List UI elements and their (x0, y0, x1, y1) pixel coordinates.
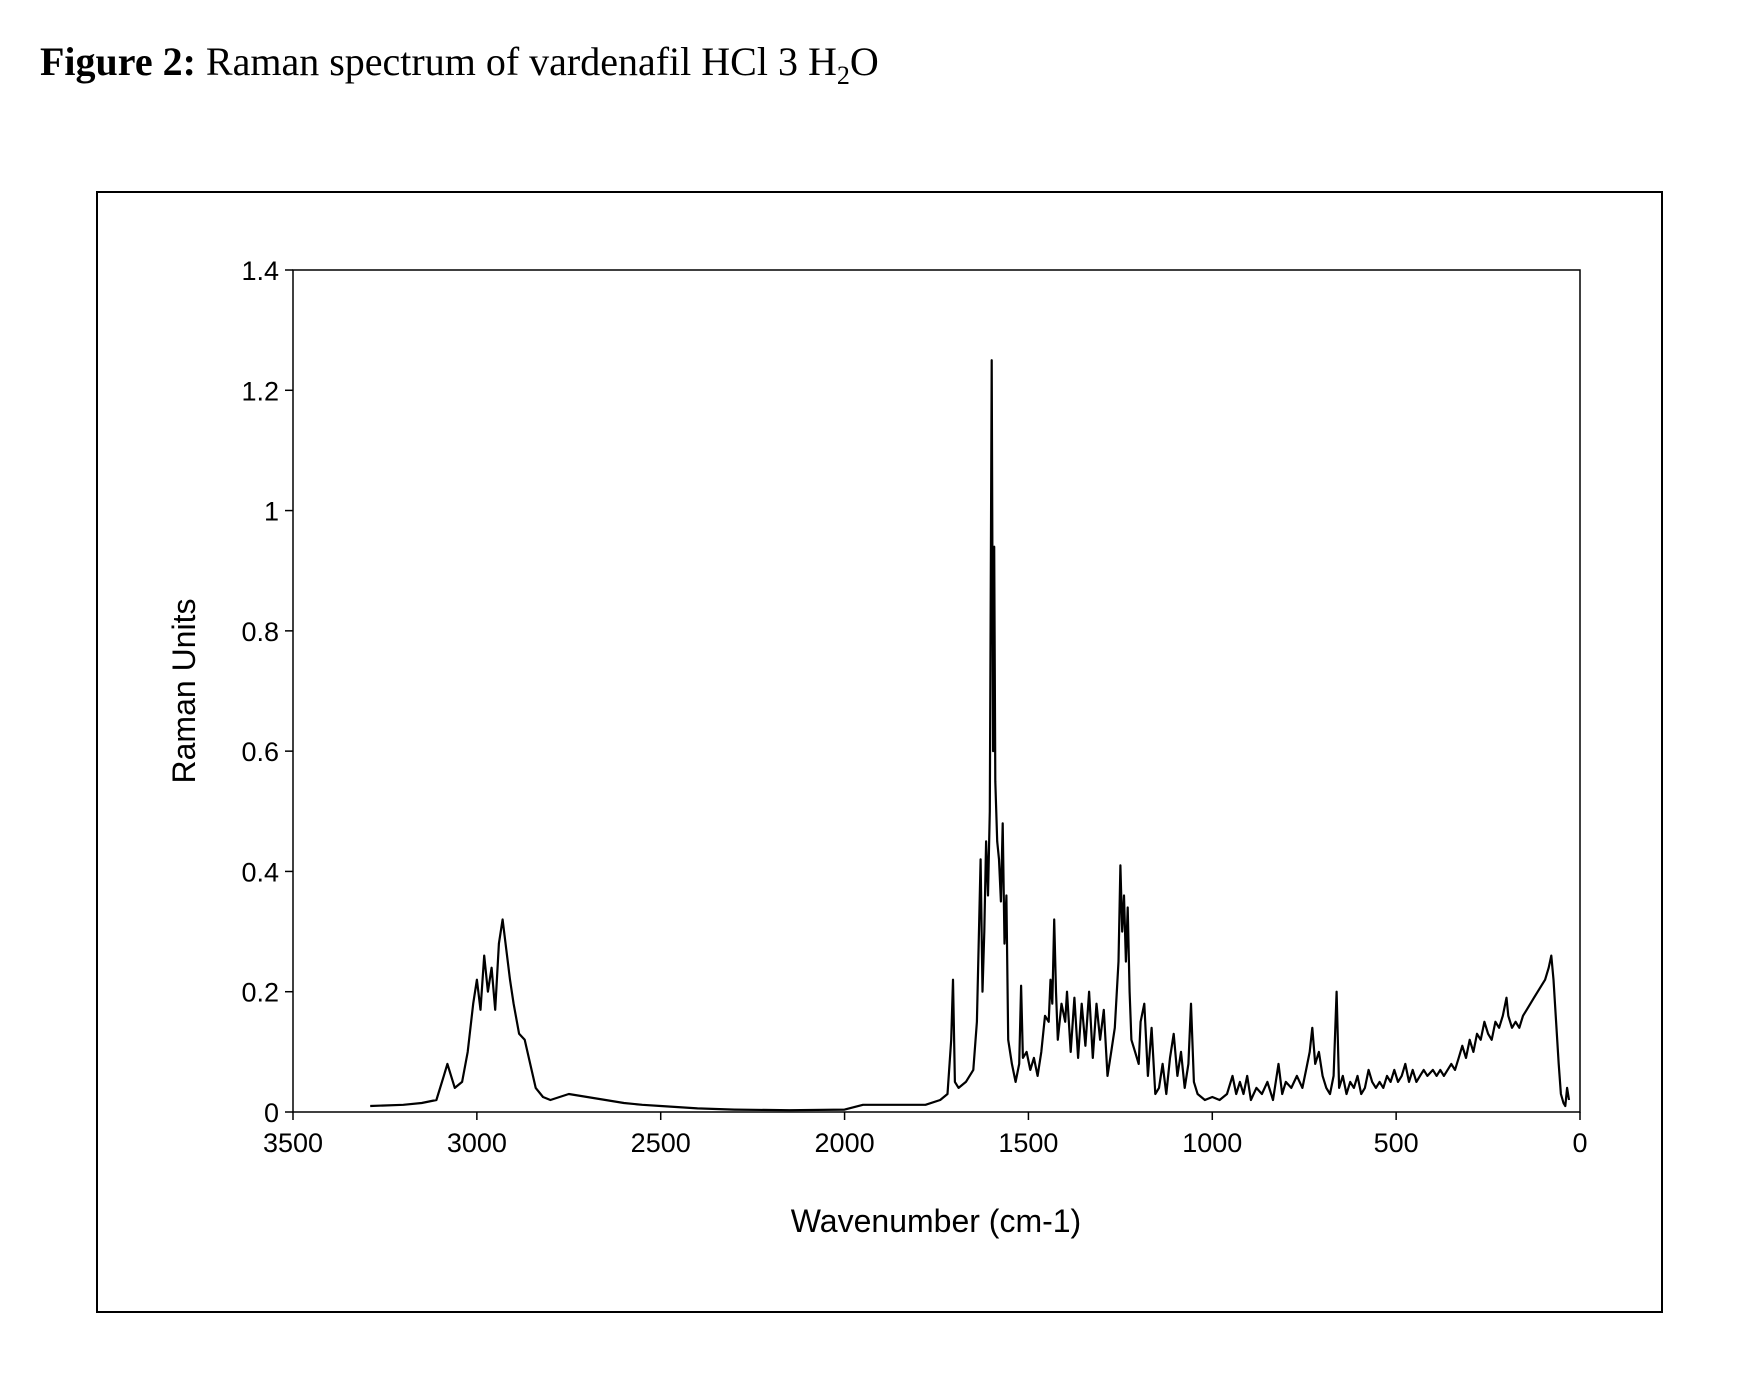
figure-title-end: O (849, 39, 879, 84)
x-tick-label: 2000 (815, 1128, 875, 1158)
x-tick-label: 0 (1572, 1128, 1587, 1158)
y-tick-label: 0.4 (241, 857, 279, 887)
plot-area (292, 269, 1581, 1113)
x-tick-label: 3000 (447, 1128, 507, 1158)
figure-title-subscript: 2 (836, 61, 850, 90)
x-tick-label: 2500 (631, 1128, 691, 1158)
y-tick-label: 1 (264, 497, 279, 527)
y-tick-label: 0.6 (241, 737, 279, 767)
figure-title: Figure 2: Raman spectrum of vardenafil H… (40, 38, 879, 91)
y-axis-title: Raman Units (166, 599, 202, 784)
spectrum-line (370, 359, 1571, 1112)
x-tick-label: 1500 (998, 1128, 1058, 1158)
x-axis-title: Wavenumber (cm-1) (791, 1203, 1081, 1239)
x-tick-label: 3500 (263, 1128, 323, 1158)
y-tick-label: 1.4 (241, 256, 279, 286)
figure-title-main: Raman spectrum of vardenafil HCl 3 H (195, 39, 837, 84)
x-tick-label: 1000 (1182, 1128, 1242, 1158)
y-tick-label: 1.2 (241, 376, 279, 406)
figure-label: Figure 2: (40, 39, 196, 84)
y-tick-label: 0.2 (241, 978, 279, 1008)
x-axis: 3500 3000 2500 2000 1500 1000 500 0 (263, 1112, 1588, 1158)
y-tick-label: 0.8 (241, 617, 279, 647)
y-axis: 0 0.2 0.4 0.6 0.8 1 1.2 1.4 (241, 256, 293, 1128)
x-tick-label: 500 (1374, 1128, 1419, 1158)
chart-frame (96, 191, 1663, 1313)
y-tick-label: 0 (264, 1098, 279, 1128)
